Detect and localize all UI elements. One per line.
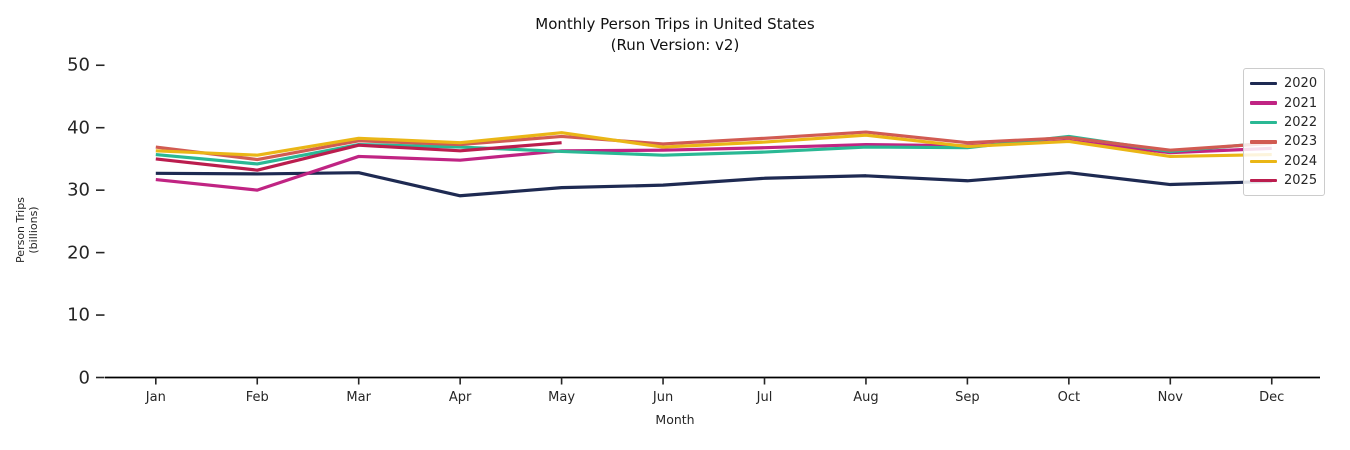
y-tick-label: 10: [67, 304, 90, 326]
legend-item-2021: 2021: [1250, 93, 1320, 112]
chart-subtitle: (Run Version: v2): [610, 36, 740, 54]
line-2024: [155, 131, 1272, 159]
legend-item-2025: 2025: [1250, 171, 1320, 190]
legend-swatch-2020: [1250, 81, 1277, 86]
x-tick-label-apr: Apr: [448, 390, 472, 405]
y-tick-label: 20: [67, 242, 90, 264]
line-2025: [155, 141, 562, 172]
legend-item-2022: 2022: [1250, 113, 1320, 132]
legend-label-2021: 2021: [1284, 95, 1318, 111]
y-axis-label-line1: Person Trips: [14, 197, 27, 263]
x-tick-label-sep: Sep: [955, 390, 980, 405]
legend-swatch-2025: [1250, 178, 1277, 183]
legend-label-2020: 2020: [1284, 76, 1318, 92]
legend-swatch-2022: [1250, 120, 1277, 125]
legend-label-2023: 2023: [1284, 134, 1318, 150]
x-tick-label-feb: Feb: [245, 390, 269, 405]
x-tick-label-nov: Nov: [1157, 390, 1183, 405]
legend-item-2024: 2024: [1250, 152, 1320, 171]
chart-title-block: Monthly Person Trips in United States (R…: [0, 14, 1350, 56]
x-tick-label-oct: Oct: [1057, 390, 1081, 405]
y-tick-label: 50: [67, 54, 90, 76]
legend-swatch-2023: [1250, 140, 1277, 144]
chart-title: Monthly Person Trips in United States: [535, 15, 815, 33]
legend-label-2024: 2024: [1284, 153, 1318, 169]
x-tick-label-dec: Dec: [1259, 390, 1285, 405]
legend-item-2023: 2023: [1250, 132, 1320, 151]
y-tick-label: 30: [67, 179, 90, 201]
x-tick-label-mar: Mar: [346, 390, 371, 405]
line-2020: [155, 171, 1272, 198]
x-tick-label-jan: Jan: [145, 390, 166, 405]
x-tick-label-jul: Jul: [756, 390, 773, 405]
legend: 2020 2021 2022 2023 2024 2025: [1243, 68, 1325, 197]
x-tick-label-jun: Jun: [652, 390, 674, 405]
x-tick-label-aug: Aug: [853, 390, 879, 405]
x-axis-label: Month: [655, 412, 695, 427]
legend-swatch-2021: [1250, 101, 1277, 105]
legend-item-2020: 2020: [1250, 74, 1320, 93]
legend-label-2022: 2022: [1284, 114, 1318, 130]
legend-swatch-2024: [1250, 159, 1277, 163]
line-2023: [155, 130, 1272, 162]
x-tick-label-may: May: [548, 390, 576, 405]
y-tick-label: 40: [67, 117, 90, 139]
legend-label-2025: 2025: [1284, 173, 1318, 189]
y-tick-label: 0: [78, 367, 90, 388]
